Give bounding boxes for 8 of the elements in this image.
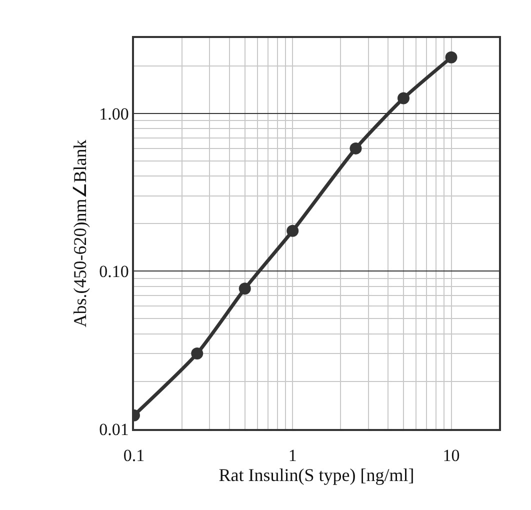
x-axis-title: Rat Insulin(S type) [ng/ml] — [218, 465, 414, 486]
y-tick-label: 0.10 — [99, 262, 129, 282]
y-tick-label: 1.00 — [99, 104, 129, 124]
x-tick-label: 10 — [442, 446, 460, 466]
y-axis-title: Abs.(450-620)nm∠Blank — [70, 140, 90, 328]
x-tick-label: 0.1 — [123, 446, 145, 466]
x-tick-label: 1 — [288, 446, 297, 466]
y-tick-label: 0.01 — [99, 420, 129, 439]
